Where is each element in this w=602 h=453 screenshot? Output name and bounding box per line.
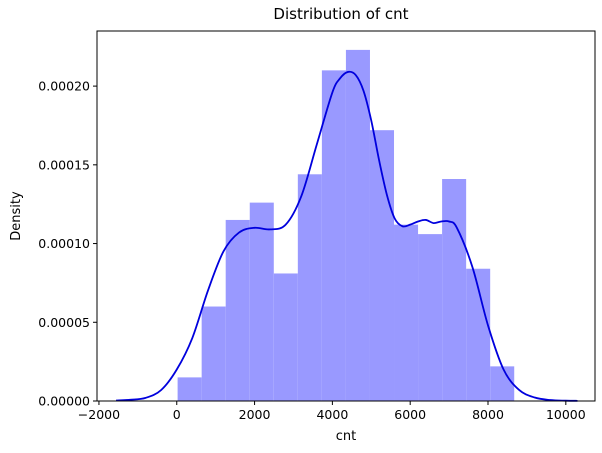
histogram-bar [201,306,226,401]
histogram-bar [321,70,346,402]
y-tick-label: 0.00010 [38,236,90,251]
x-tick-label: 8000 [472,407,504,422]
histogram-bar [297,174,322,401]
x-axis: −2000 0 2000 4000 6000 8000 10000 [78,401,586,422]
histogram-bar [345,49,370,401]
x-tick-label: 6000 [394,407,426,422]
x-tick-label: 2000 [239,407,271,422]
histogram-bar [394,224,419,401]
y-tick-label: 0.00015 [38,157,90,172]
x-axis-title: cnt [336,429,356,444]
histogram-bar [418,234,443,401]
chart-title: Distribution of cnt [273,5,408,23]
histogram-bar [490,366,515,401]
histogram-bar [177,377,202,401]
x-tick-label: 4000 [316,407,348,422]
y-tick-label: 0.00000 [38,394,90,409]
x-tick-label: 0 [173,407,181,422]
y-tick-label: 0.00020 [38,79,90,94]
y-axis-title: Density [9,191,24,241]
x-tick-label: −2000 [78,407,120,422]
histogram-bars [177,49,515,402]
histogram-bar [273,273,298,401]
histogram-bar [442,179,467,401]
x-tick-label: 10000 [546,407,586,422]
histogram-bar [249,202,274,401]
plot-frame [96,30,596,402]
y-axis: 0.00000 0.00005 0.00010 0.00015 0.00020 [38,79,97,409]
kde-line [116,70,578,402]
histogram-bar [225,219,250,401]
y-tick-label: 0.00005 [38,315,90,330]
